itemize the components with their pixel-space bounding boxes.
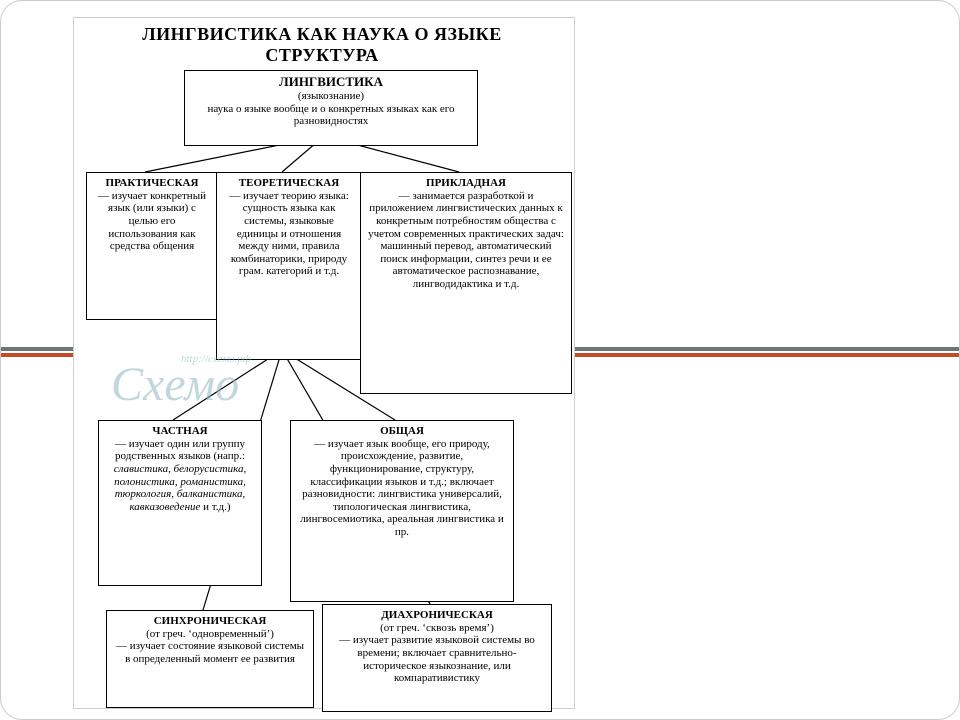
- diagram-title: ЛИНГВИСТИКА КАК НАУКА О ЯЗЫКЕСТРУКТУРА: [92, 24, 552, 66]
- node-title: ДИАХРОНИЧЕСКАЯ: [329, 609, 545, 622]
- node-teor: ТЕОРЕТИЧЕСКАЯ— изучает теорию языка: сущ…: [216, 172, 362, 360]
- node-body: — изучает развитие языковой системы во в…: [329, 634, 545, 685]
- node-title: ТЕОРЕТИЧЕСКАЯ: [223, 177, 355, 190]
- node-subtitle: (от греч. ‘сквозь время’): [329, 622, 545, 635]
- node-title: СИНХРОНИЧЕСКАЯ: [113, 615, 307, 628]
- node-prakt: ПРАКТИЧЕСКАЯ— изучает конкретный язык (и…: [86, 172, 218, 320]
- slide-frame: я как ЛИНГВИСТИКА КАК НАУКА О ЯЗЫКЕСТРУК…: [0, 0, 960, 720]
- node-title: ЛИНГВИСТИКА: [191, 75, 471, 90]
- node-prikl: ПРИКЛАДНАЯ— занимается разработкой и при…: [360, 172, 572, 394]
- node-root: ЛИНГВИСТИКА(языкознание)наука о языке во…: [184, 70, 478, 146]
- node-body: — изучает язык вообще, его природу, прои…: [297, 438, 507, 539]
- node-body: — изучает состояние языковой системы в о…: [113, 640, 307, 665]
- node-title: ОБЩАЯ: [297, 425, 507, 438]
- node-chast: ЧАСТНАЯ— изучает один или группу родстве…: [98, 420, 262, 586]
- node-body: — изучает один или группу родственных яз…: [105, 438, 255, 514]
- diagram-sheet: ЛИНГВИСТИКА КАК НАУКА О ЯЗЫКЕСТРУКТУРА Л…: [73, 17, 575, 709]
- node-diah: ДИАХРОНИЧЕСКАЯ(от греч. ‘сквозь время’)—…: [322, 604, 552, 712]
- node-title: ПРИКЛАДНАЯ: [367, 177, 565, 190]
- node-subtitle: (языкознание): [191, 90, 471, 103]
- node-body: — изучает теорию языка: сущность языка к…: [223, 190, 355, 278]
- node-body: — занимается разработкой и приложением л…: [367, 190, 565, 291]
- node-body: наука о языке вообще и о конкретных язык…: [191, 103, 471, 128]
- node-title: ЧАСТНАЯ: [105, 425, 255, 438]
- node-obsh: ОБЩАЯ— изучает язык вообще, его природу,…: [290, 420, 514, 602]
- node-sinh: СИНХРОНИЧЕСКАЯ(от греч. ‘одновременный’)…: [106, 610, 314, 708]
- node-body: — изучает конкретный язык (или языки) с …: [93, 190, 211, 253]
- node-title: ПРАКТИЧЕСКАЯ: [93, 177, 211, 190]
- node-subtitle: (от греч. ‘одновременный’): [113, 628, 307, 641]
